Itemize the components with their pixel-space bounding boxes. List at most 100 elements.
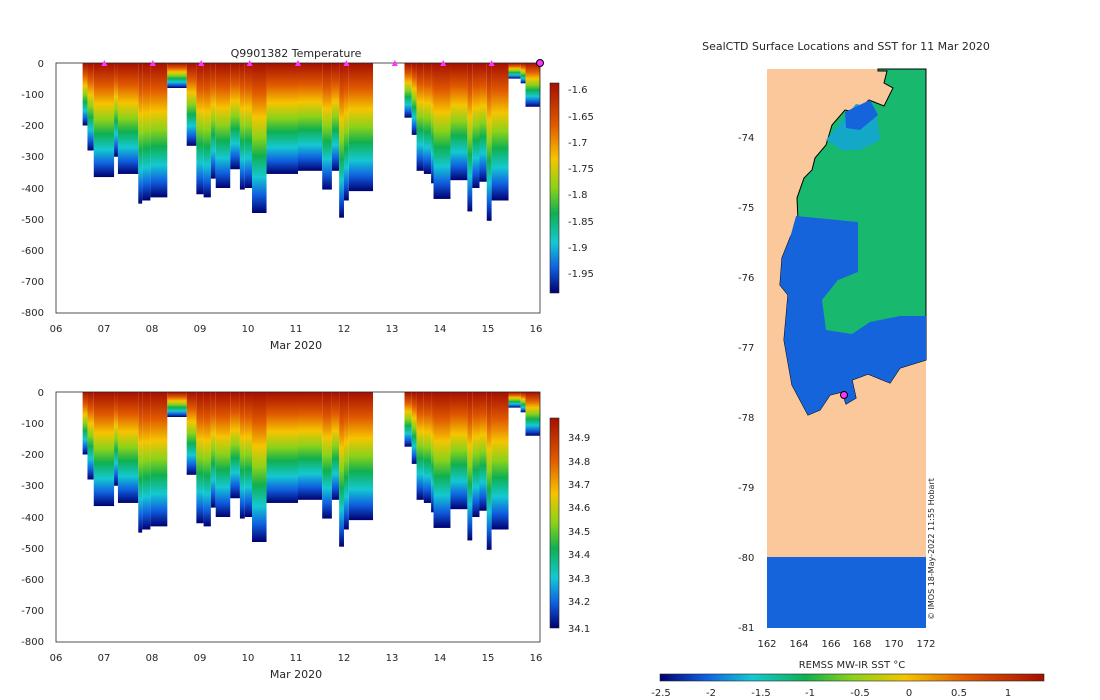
- profile-column: [186, 63, 197, 146]
- lon-tick-label: 170: [884, 639, 903, 650]
- profile-column: [404, 63, 412, 118]
- sst-colorbar-label: REMSS MW-IR SST °C: [799, 660, 906, 671]
- profile-column: [491, 392, 509, 530]
- profile-column: [416, 392, 424, 500]
- y-tick-label: -100: [21, 90, 44, 101]
- profile-column: [239, 392, 245, 519]
- profile-column: [416, 63, 424, 171]
- y-tick-label: -700: [21, 277, 44, 288]
- x-tick-label: 10: [242, 653, 255, 664]
- profile-column: [230, 63, 240, 170]
- colorbar-tick-label: -1.5: [751, 688, 771, 699]
- colorbar-tick-label: 34.2: [568, 597, 590, 608]
- sst-colorbar-ticks: -2.5 -2 -1.5 -1 -0.5 0 0.5 1: [651, 688, 1011, 699]
- surface-location-marker: [488, 60, 495, 66]
- profile-column: [423, 63, 432, 174]
- profile-column: [479, 392, 487, 511]
- profile-column: [239, 63, 245, 190]
- credit-text: © IMOS 18-May-2022 11:55 Hobart: [927, 478, 936, 620]
- profile-column: [331, 63, 340, 171]
- y-tick-label: -800: [21, 308, 44, 319]
- map-y-axis: -74 -75 -76 -77 -78 -79 -80 -81: [738, 133, 754, 634]
- profile-column: [525, 392, 540, 436]
- profile-column: [331, 392, 340, 500]
- profile-column: [322, 392, 332, 519]
- y-tick-label: -600: [21, 575, 44, 586]
- colorbar-tick-label: -2: [706, 688, 716, 699]
- lon-tick-label: 162: [757, 639, 776, 650]
- colorbar-tick-label: 34.4: [568, 550, 590, 561]
- x-tick-label: 09: [194, 324, 207, 335]
- colorbar-tick-label: 34.7: [568, 480, 590, 491]
- salinity-panel: 0 -100 -200 -300 -400 -500 -600 -700 -80…: [21, 388, 590, 681]
- colorbar-tick-label: -0.5: [850, 688, 870, 699]
- lat-tick-label: -74: [738, 133, 754, 144]
- profile-column: [322, 63, 332, 190]
- x-tick-label: 08: [146, 324, 159, 335]
- x-tick-label: 16: [530, 324, 543, 335]
- profile-column: [431, 63, 434, 184]
- profile-column: [450, 63, 468, 181]
- profile-column: [266, 392, 298, 503]
- colorbar-tick-label: -1.85: [568, 217, 594, 228]
- profile-column: [472, 63, 480, 188]
- colorbar-tick-label: 1: [1005, 688, 1011, 699]
- surface-location-marker: [391, 60, 398, 66]
- profile-column: [150, 392, 168, 527]
- profile-column: [339, 63, 344, 218]
- colorbar-tick-label: -1.7: [568, 138, 588, 149]
- profile-column: [215, 63, 231, 188]
- profile-column: [431, 392, 434, 513]
- profile-column: [467, 63, 473, 212]
- profile-column: [167, 392, 187, 417]
- profile-column: [423, 392, 432, 503]
- x-tick-label: 13: [386, 324, 399, 335]
- colorbar-tick-label: -1.75: [568, 164, 594, 175]
- x-tick-label: 15: [482, 653, 495, 664]
- profile-column: [520, 63, 526, 84]
- x-tick-label: 10: [242, 324, 255, 335]
- y-tick-label: -700: [21, 606, 44, 617]
- x-tick-label: 08: [146, 653, 159, 664]
- profile-column: [203, 63, 211, 198]
- lon-tick-label: 166: [821, 639, 840, 650]
- y-tick-label: -300: [21, 481, 44, 492]
- y-tick-label: -400: [21, 184, 44, 195]
- profile-column: [93, 63, 115, 178]
- colorbar-tick-label: 34.1: [568, 624, 590, 635]
- map-title: SealCTD Surface Locations and SST for 11…: [702, 40, 990, 53]
- x-tick-label: 12: [338, 324, 351, 335]
- temperature-x-axis: 06 07 08 09 10 11 12 13 14 15 16 Mar 202…: [50, 324, 543, 352]
- profile-column: [138, 392, 143, 533]
- profile-column: [339, 392, 344, 547]
- x-tick-label: 14: [434, 324, 447, 335]
- y-tick-label: 0: [38, 388, 44, 399]
- profile-column: [196, 63, 204, 195]
- profile-column: [479, 63, 487, 182]
- x-axis-label: Mar 2020: [270, 339, 322, 352]
- temperature-colorbar: [549, 82, 560, 294]
- x-tick-label: 12: [338, 653, 351, 664]
- colorbar-tick-label: 34.8: [568, 457, 590, 468]
- profile-column: [491, 63, 509, 201]
- profile-column: [142, 63, 151, 201]
- colorbar-tick-label: 34.6: [568, 503, 590, 514]
- y-tick-label: -500: [21, 544, 44, 555]
- profile-column: [215, 392, 231, 517]
- profile-column: [244, 63, 253, 188]
- profile-column: [298, 392, 323, 500]
- x-tick-label: 07: [98, 324, 111, 335]
- profile-column: [467, 392, 473, 541]
- profile-column: [486, 392, 492, 550]
- salinity-y-axis: 0 -100 -200 -300 -400 -500 -600 -700 -80…: [21, 388, 44, 648]
- surface-location-marker: [198, 60, 205, 66]
- y-tick-label: -800: [21, 637, 44, 648]
- profile-column: [117, 392, 139, 503]
- lon-tick-label: 164: [789, 639, 808, 650]
- y-tick-label: -200: [21, 450, 44, 461]
- profile-column: [138, 63, 143, 204]
- temperature-panel: Q9901382 Temperature 0 -100 -200 -300 -4…: [21, 47, 594, 352]
- salinity-axes-box: [55, 391, 541, 643]
- map-x-axis: 162 164 166 168 170 172: [757, 639, 935, 650]
